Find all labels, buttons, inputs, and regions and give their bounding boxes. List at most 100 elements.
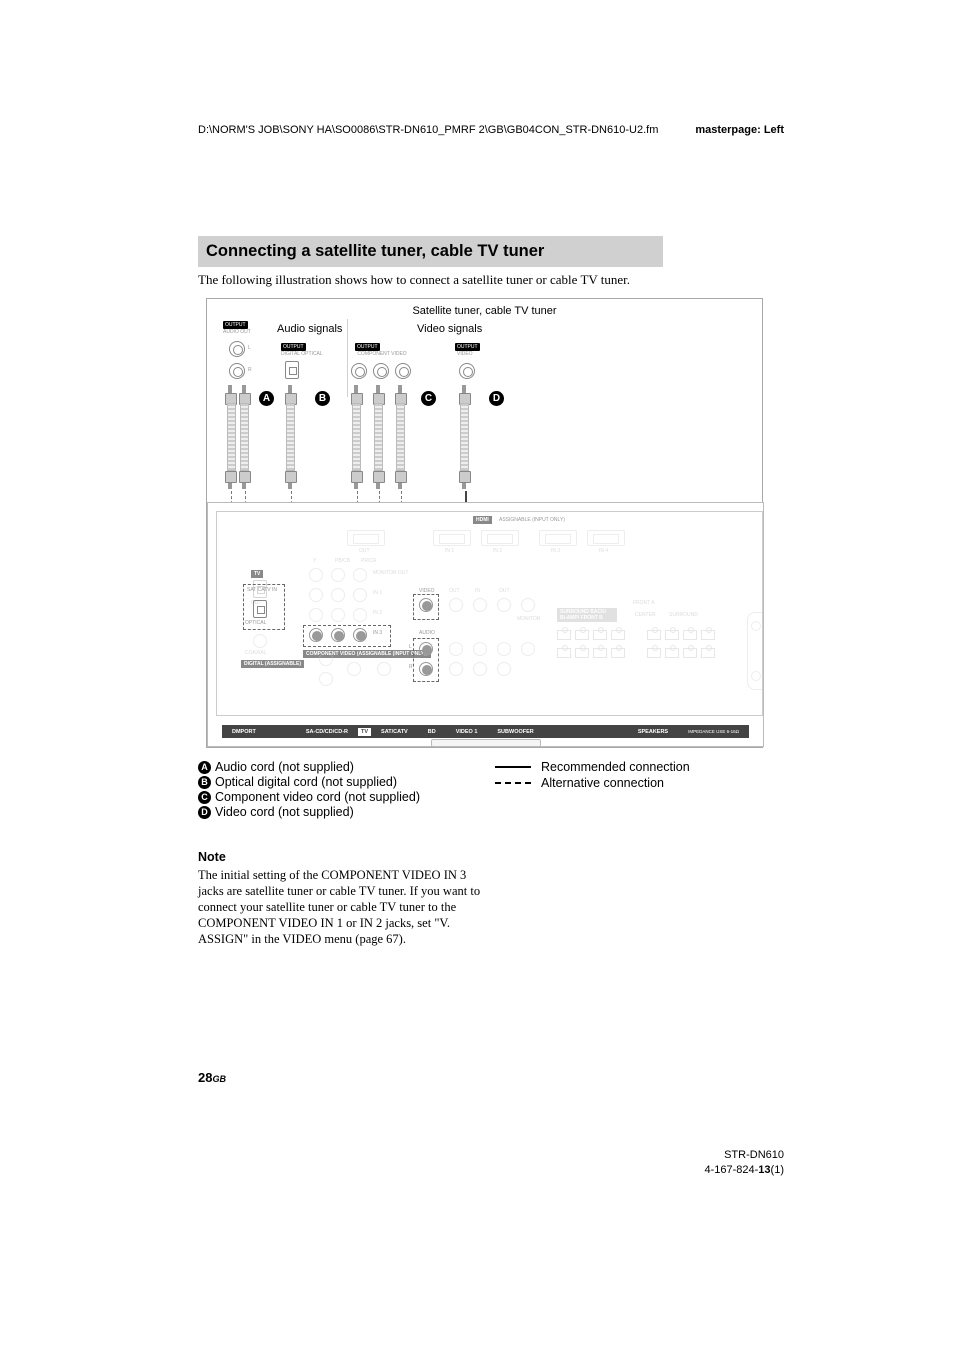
audio-l-jack — [419, 642, 433, 656]
page-number: 28GB — [198, 1070, 226, 1085]
intro-text: The following illustration shows how to … — [198, 272, 818, 288]
plug-icon — [459, 385, 469, 403]
marker-d: D — [489, 391, 504, 406]
satcatv-strip: SAT/CATV — [371, 729, 418, 735]
plug-icon — [373, 471, 383, 489]
alternative-text: Alternative connection — [541, 776, 664, 790]
plug-icon — [225, 471, 235, 489]
l: L — [409, 644, 412, 650]
comp-jack-in3 — [309, 628, 323, 642]
docnum-pre: 4-167-824- — [704, 1164, 758, 1176]
docnum-post: (1) — [771, 1164, 784, 1176]
separator — [347, 319, 348, 397]
center: CENTER — [635, 612, 656, 618]
jack-pb — [373, 363, 389, 379]
rj — [497, 662, 511, 676]
hdmi-label: HDMI — [473, 516, 492, 524]
hdmi-in1-label: IN 1 — [445, 548, 454, 554]
y-label: Y — [313, 558, 316, 564]
output-label: OUTPUT — [281, 343, 306, 351]
r-label: R — [248, 367, 252, 373]
cable-b — [286, 403, 295, 471]
plug-icon — [225, 385, 235, 403]
docnum-bold: 13 — [758, 1164, 770, 1176]
monitor: MONITOR — [517, 616, 541, 622]
note-body: The initial setting of the COMPONENT VID… — [198, 867, 490, 947]
footer-docnum: 4-167-824-13(1) — [704, 1163, 784, 1177]
video-label: VIDEO — [457, 351, 473, 357]
legend-c-text: Component video cord (not supplied) — [215, 790, 420, 804]
device-label: Satellite tuner, cable TV tuner — [207, 305, 762, 317]
impedance: IMPEDANCE USE 6-16Ω — [678, 729, 749, 734]
page-header: D:\NORM'S JOB\SONY HA\SO0086\STR-DN610_P… — [0, 124, 954, 136]
jack-pr — [395, 363, 411, 379]
legend-d-text: Video cord (not supplied) — [215, 805, 354, 819]
plug-icon — [239, 471, 249, 489]
video-signals-label: Video signals — [417, 323, 482, 335]
rj — [473, 642, 487, 656]
hdmi-in3 — [539, 530, 577, 546]
comp-jack-in3 — [353, 628, 367, 642]
cable-a — [240, 403, 249, 471]
rj — [319, 672, 333, 686]
solid-line-icon — [495, 766, 531, 768]
cable-c — [352, 403, 361, 471]
audio-col: AUDIO — [419, 630, 435, 636]
rj — [347, 662, 361, 676]
footer-model: STR-DN610 — [704, 1148, 784, 1162]
marker-b: B — [315, 391, 330, 406]
speaker-terminals-right — [647, 630, 737, 690]
surround: SURROUND — [669, 612, 698, 618]
jack-video — [459, 363, 475, 379]
dashed-line-icon — [495, 782, 531, 784]
comp-jack — [331, 588, 345, 602]
plug-icon — [373, 385, 383, 403]
legend-b: BOptical digital cord (not supplied) — [198, 775, 788, 789]
rj — [497, 598, 511, 612]
hdmi-in4 — [587, 530, 625, 546]
video-highlight — [413, 594, 439, 620]
hdmi-out-label: OUT — [359, 548, 370, 554]
section-title: Connecting a satellite tuner, cable TV t… — [198, 236, 663, 267]
cable-c — [396, 403, 405, 471]
satcatv-optical — [253, 600, 267, 618]
receiver-inner: HDMI ASSIGNABLE (INPUT ONLY) OUT IN 1 IN… — [216, 511, 763, 716]
plug-icon — [285, 385, 295, 403]
r: R — [409, 664, 413, 670]
receiver-panel: HDMI ASSIGNABLE (INPUT ONLY) OUT IN 1 IN… — [207, 502, 764, 747]
comp-jack — [353, 608, 367, 622]
pr-label: PR/CR — [361, 558, 377, 564]
audio-out-label: AUDIO OUT — [223, 329, 251, 335]
legend-a: AAudio cord (not supplied) — [198, 760, 788, 774]
out-label: OUT — [499, 588, 510, 594]
optical-label: DIGITAL OPTICAL — [281, 351, 323, 357]
rj — [521, 598, 535, 612]
rj — [473, 662, 487, 676]
out-label: OUT — [449, 588, 460, 594]
cable-d — [460, 403, 469, 471]
hdmi-out — [347, 530, 385, 546]
page-suffix: GB — [212, 1074, 226, 1084]
hdmi-in2-label: IN 2 — [493, 548, 502, 554]
rj — [377, 662, 391, 676]
footer: STR-DN610 4-167-824-13(1) — [704, 1148, 784, 1177]
legend-a-text: Audio cord (not supplied) — [215, 760, 354, 774]
plug-icon — [285, 471, 295, 489]
big-speaker-terminal — [747, 612, 763, 690]
rj — [449, 642, 463, 656]
comp-jack — [353, 568, 367, 582]
front-a: FRONT A — [633, 600, 655, 606]
hdmi-in1 — [433, 530, 471, 546]
speakers-strip: SPEAKERS — [628, 729, 678, 735]
marker-a: A — [259, 391, 274, 406]
comp-jack — [353, 588, 367, 602]
recommended-text: Recommended connection — [541, 760, 690, 774]
receiver-stand — [431, 739, 541, 747]
sacd: SA-CD/CD/CD-R — [296, 729, 358, 735]
legend-right: Recommended connection Alternative conne… — [495, 760, 690, 792]
masterpage-label: masterpage: Left — [695, 124, 784, 136]
audio-r-jack — [419, 662, 433, 676]
pb-label: PB/CB — [335, 558, 350, 564]
connection-diagram: Satellite tuner, cable TV tuner Audio si… — [206, 298, 763, 748]
output-label: OUTPUT — [455, 343, 480, 351]
